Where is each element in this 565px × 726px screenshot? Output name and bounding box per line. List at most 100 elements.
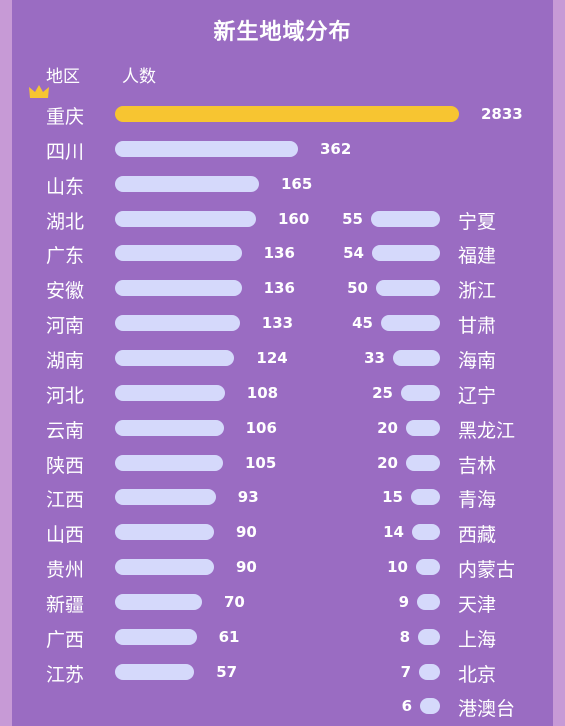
bar [115,140,298,157]
bar [115,628,197,645]
region-label: 甘肃 [458,315,497,338]
region-label: 西藏 [458,524,497,547]
value-label: 9 [398,592,409,611]
region-label: 北京 [458,663,497,686]
bar [115,524,214,541]
value-label: 90 [236,523,257,542]
value-label: 45 [352,314,373,333]
value-label: 106 [245,418,277,437]
value-label: 136 [263,279,295,298]
value-label: 165 [281,174,313,193]
region-label: 内蒙古 [458,559,516,582]
bar [115,419,224,436]
region-label: 云南 [46,419,85,442]
bar [393,349,440,366]
region-label: 河北 [46,384,85,407]
bar [419,663,440,680]
region-label: 重庆 [46,106,85,128]
value-label: 362 [320,139,352,158]
region-label: 江西 [46,489,85,512]
region-label: 河南 [46,315,85,338]
value-label: 133 [261,314,294,333]
value-label: 33 [364,348,385,367]
region-label: 黑龙江 [458,419,516,442]
value-label: 2833 [481,105,523,123]
region-label: 湖南 [46,349,85,372]
bar [115,454,223,471]
region-label: 港澳台 [458,698,516,721]
bar [406,419,440,436]
region-label: 湖北 [46,210,85,233]
region-label: 上海 [458,628,497,651]
bar [115,315,240,332]
bar [115,106,459,122]
bar [417,593,440,610]
region-label: 山东 [46,175,85,198]
value-label: 14 [383,523,404,542]
bar [416,559,440,576]
region-label: 山西 [46,524,85,547]
bar [381,315,440,332]
region-label: 陕西 [46,454,85,477]
value-label: 10 [387,558,408,577]
bar [115,245,242,262]
value-label: 6 [401,697,412,716]
bar [115,280,242,297]
bar [420,698,440,715]
value-label: 90 [236,558,257,577]
value-label: 57 [216,662,238,681]
bar [115,663,195,680]
value-label: 7 [400,662,411,681]
bar [412,524,440,541]
bar [115,210,256,227]
count-column-header: 人数 [122,67,156,87]
region-label: 贵州 [46,559,85,582]
region-label: 新疆 [46,593,85,616]
bar [371,210,440,227]
bar [115,559,214,576]
crown-icon [29,85,49,98]
bar [376,280,440,297]
region-label: 江苏 [46,663,85,686]
value-label: 93 [237,488,259,507]
bar [401,384,440,401]
value-label: 105 [245,453,277,472]
value-label: 20 [377,453,398,472]
bar [411,489,440,506]
region-label: 安徽 [46,280,85,303]
value-label: 50 [347,279,368,298]
bar [406,454,440,471]
value-label: 25 [372,383,393,402]
region-label: 宁夏 [458,210,497,233]
chart-title: 新生地域分布 [213,20,352,45]
bar [115,349,235,366]
value-label: 15 [382,488,403,507]
region-label: 辽宁 [458,384,497,407]
region-label: 天津 [458,593,497,616]
value-label: 124 [256,348,288,367]
value-label: 61 [218,627,240,646]
bar [115,175,259,192]
region-label: 青海 [458,489,497,512]
region-label: 四川 [46,140,85,163]
bar [115,489,216,506]
value-label: 70 [224,592,245,611]
region-label: 海南 [458,349,497,372]
bar [418,628,440,645]
region-label: 广西 [46,628,85,651]
bar [115,593,202,610]
region-label: 福建 [458,245,497,268]
region-label: 广东 [46,245,85,268]
value-label: 54 [343,244,364,263]
value-label: 8 [399,627,410,646]
value-label: 136 [263,244,295,263]
region-label: 浙江 [458,280,497,303]
region-column-header: 地区 [46,67,80,87]
bar [115,384,225,401]
value-label: 108 [246,383,279,402]
value-label: 20 [377,418,398,437]
bar [372,245,440,262]
region-label: 吉林 [458,454,497,477]
value-label: 55 [342,209,363,228]
value-label: 160 [278,209,310,228]
